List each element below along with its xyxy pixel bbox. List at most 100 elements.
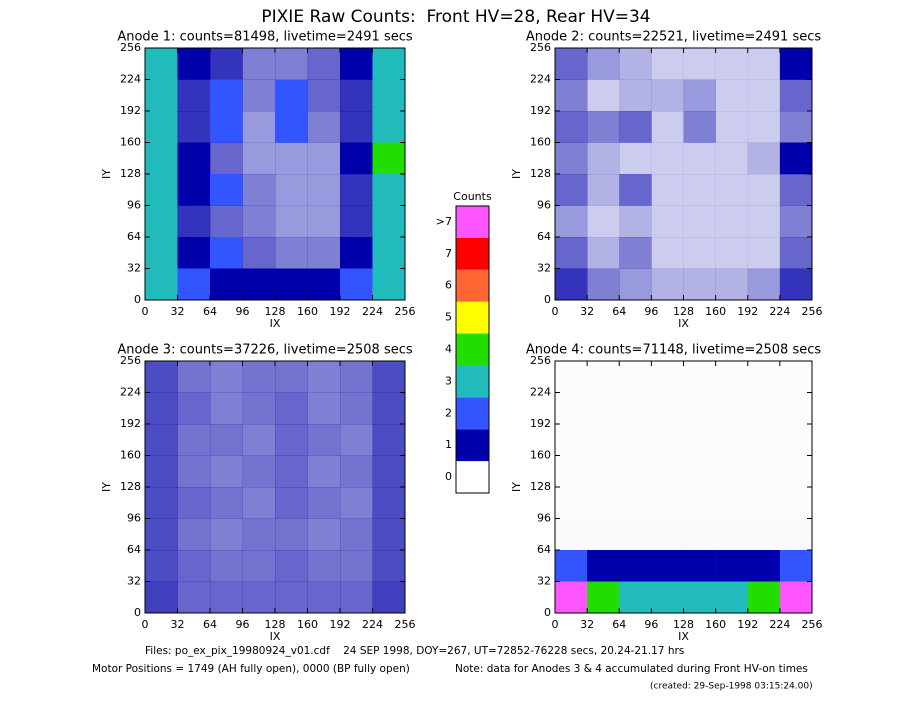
heat-cell [587, 174, 620, 206]
heat-cell [275, 487, 308, 519]
panel-title: Anode 3: counts=37226, livetime=2508 sec… [117, 343, 413, 358]
heat-cell [555, 142, 588, 175]
heat-cell [716, 424, 748, 456]
heat-cell [715, 142, 749, 175]
heat-cell [587, 237, 620, 269]
heat-cell [683, 237, 716, 269]
y-tick-label: 128 [120, 480, 141, 493]
heat-cell [275, 174, 308, 206]
heat-cell [307, 174, 341, 206]
colorbar-label: 2 [445, 406, 452, 419]
heat-cell [372, 550, 406, 582]
heat-cell [372, 361, 406, 393]
heat-cell [555, 487, 587, 519]
heat-cell [307, 487, 341, 519]
x-tick-label: 224 [362, 305, 383, 318]
y-tick-label: 256 [120, 41, 141, 54]
heat-cell [210, 455, 243, 488]
heat-cell [145, 392, 178, 425]
x-tick-label: 0 [142, 305, 149, 318]
heat-cell [651, 456, 683, 488]
heat-cell [210, 268, 243, 301]
y-tick-label: 224 [120, 73, 141, 86]
heat-cell [683, 205, 716, 238]
x-tick-label: 192 [330, 618, 351, 631]
x-tick-label: 96 [236, 305, 250, 318]
heat-cell [210, 237, 243, 269]
y-tick-label: 224 [530, 386, 551, 399]
heat-cell [275, 518, 308, 551]
heat-cell [684, 393, 716, 425]
heat-cell [587, 361, 619, 393]
y-tick-label: 32 [127, 575, 141, 588]
heat-cell [555, 550, 588, 582]
heat-cell [242, 392, 276, 425]
heat-cell [555, 581, 588, 614]
heat-cell [587, 268, 620, 301]
heat-cell [177, 205, 211, 238]
heat-cell [210, 487, 243, 519]
heat-cell [779, 237, 813, 269]
y-tick-label: 160 [120, 449, 141, 462]
heat-cell [716, 361, 748, 393]
heat-cell [145, 205, 178, 238]
heat-cell [307, 518, 341, 551]
heat-cell [587, 111, 620, 143]
x-tick-label: 64 [612, 305, 626, 318]
heat-cell [372, 268, 406, 301]
heat-cell [779, 48, 813, 80]
x-tick-label: 256 [802, 618, 823, 631]
heat-cell [779, 142, 813, 175]
heat-cell [587, 48, 620, 80]
heat-cell [210, 424, 243, 456]
heat-cell [619, 519, 651, 551]
x-tick-label: 192 [737, 618, 758, 631]
heat-cell [242, 550, 276, 582]
heat-cell [145, 142, 178, 175]
footer-files: Files: po_ex_pix_19980924_v01.cdf 24 SEP… [145, 645, 684, 657]
heat-cell [145, 174, 178, 206]
heat-cell [780, 393, 812, 425]
heat-cell [275, 455, 308, 488]
heat-cell [748, 361, 780, 393]
heat-cell [555, 174, 588, 206]
heat-cell [779, 550, 813, 582]
heat-cell [779, 79, 813, 112]
heat-cell [210, 48, 243, 80]
colorbar-cell [456, 206, 489, 238]
heat-cell [651, 393, 683, 425]
y-tick-label: 96 [127, 512, 141, 525]
heat-cell [145, 361, 178, 393]
heat-cell [340, 361, 373, 393]
colorbar-cell [456, 301, 489, 334]
x-tick-label: 0 [552, 618, 559, 631]
y-tick-label: 224 [120, 386, 141, 399]
heat-cell [587, 205, 620, 238]
heat-cell [748, 456, 780, 488]
heat-cell [307, 424, 341, 456]
heat-cell [651, 174, 684, 206]
heat-cell [372, 424, 406, 456]
colorbar-label: 6 [445, 279, 452, 292]
y-axis-label: IY [100, 482, 113, 492]
y-tick-label: 96 [127, 199, 141, 212]
heat-cell [748, 424, 780, 456]
heat-cell [587, 456, 619, 488]
heat-cell [210, 361, 243, 393]
heat-cell [177, 79, 211, 112]
y-tick-label: 256 [530, 41, 551, 54]
heat-cell [683, 48, 716, 80]
heat-cell [372, 455, 406, 488]
heat-cell [340, 48, 373, 80]
x-tick-label: 160 [297, 618, 318, 631]
heat-cell [555, 79, 588, 112]
heat-cell [587, 79, 620, 112]
heat-cell [555, 456, 587, 488]
x-tick-label: 32 [171, 305, 185, 318]
heat-cell [177, 361, 211, 393]
heat-cell [307, 142, 341, 175]
heat-cell [684, 424, 716, 456]
heat-cell [780, 361, 812, 393]
heat-cell [748, 393, 780, 425]
heat-cell [619, 550, 652, 582]
